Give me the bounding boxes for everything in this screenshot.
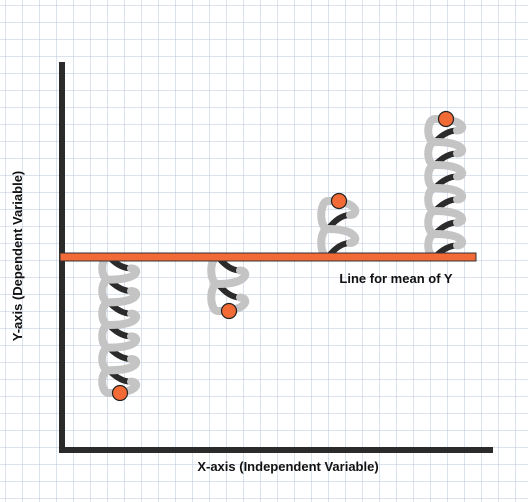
point bbox=[437, 110, 455, 128]
mean-line-label: Line for mean of Y bbox=[339, 271, 452, 286]
point bbox=[330, 192, 348, 210]
y-axis-label: Y-axis (Dependent Variable) bbox=[10, 171, 25, 342]
mean-line bbox=[59, 252, 477, 262]
springs bbox=[98, 114, 467, 398]
x-axis-label: X-axis (Independent Variable) bbox=[197, 459, 378, 474]
spring-coil bbox=[98, 253, 141, 398]
spring-coil bbox=[424, 114, 467, 261]
points bbox=[111, 110, 455, 402]
point bbox=[111, 384, 129, 402]
spring-back bbox=[106, 254, 134, 385]
spring-coil bbox=[207, 253, 250, 316]
spring-coil bbox=[317, 196, 360, 261]
point bbox=[220, 302, 238, 320]
spring-back bbox=[432, 127, 460, 260]
